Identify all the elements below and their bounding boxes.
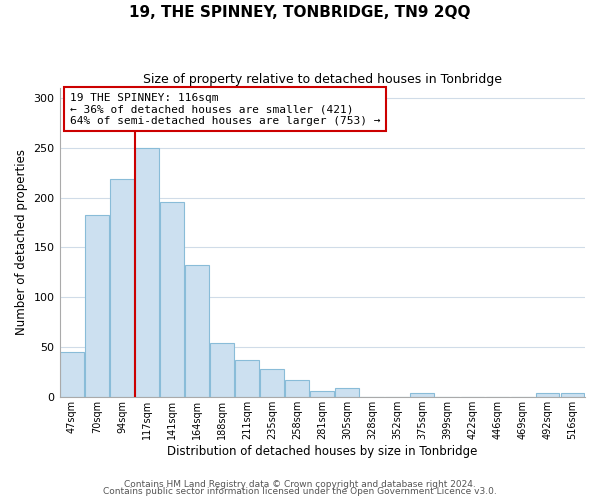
Text: 19, THE SPINNEY, TONBRIDGE, TN9 2QQ: 19, THE SPINNEY, TONBRIDGE, TN9 2QQ xyxy=(129,5,471,20)
Title: Size of property relative to detached houses in Tonbridge: Size of property relative to detached ho… xyxy=(143,72,502,86)
Bar xyxy=(135,148,159,397)
Bar xyxy=(310,391,334,397)
Bar xyxy=(160,202,184,397)
Text: Contains HM Land Registry data © Crown copyright and database right 2024.: Contains HM Land Registry data © Crown c… xyxy=(124,480,476,489)
Bar xyxy=(235,360,259,397)
Text: Contains public sector information licensed under the Open Government Licence v3: Contains public sector information licen… xyxy=(103,488,497,496)
Y-axis label: Number of detached properties: Number of detached properties xyxy=(15,150,28,336)
Text: 19 THE SPINNEY: 116sqm
← 36% of detached houses are smaller (421)
64% of semi-de: 19 THE SPINNEY: 116sqm ← 36% of detached… xyxy=(70,92,380,126)
Bar xyxy=(85,214,109,397)
Bar xyxy=(60,352,84,397)
X-axis label: Distribution of detached houses by size in Tonbridge: Distribution of detached houses by size … xyxy=(167,444,478,458)
Bar xyxy=(335,388,359,397)
Bar xyxy=(410,393,434,397)
Bar xyxy=(110,178,134,397)
Bar xyxy=(210,343,234,397)
Bar xyxy=(260,369,284,397)
Bar xyxy=(286,380,309,397)
Bar xyxy=(185,266,209,397)
Bar xyxy=(536,393,559,397)
Bar xyxy=(560,393,584,397)
